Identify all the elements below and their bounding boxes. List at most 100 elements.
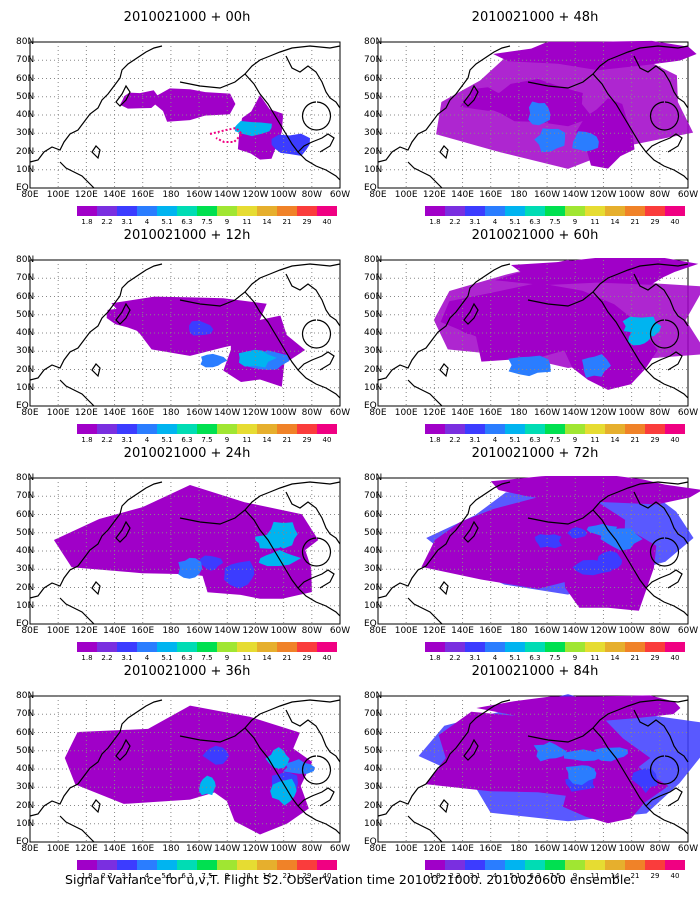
lon-tick-label: 140W: [214, 844, 241, 854]
field-core: [528, 101, 551, 126]
colorbar-label: 6.3: [181, 872, 193, 880]
colorbar-swatch: [565, 642, 585, 652]
colorbar: [77, 424, 337, 434]
lon-tick-label: 80W: [301, 408, 322, 418]
lon-tick-label: 180: [162, 190, 180, 200]
lon-tick-label: 160E: [479, 190, 503, 200]
field-core: [198, 555, 224, 571]
lon-tick-label: 160W: [534, 408, 561, 418]
lat-tick-label: 60N: [16, 509, 35, 520]
colorbar-label: 1.8: [81, 654, 93, 662]
colorbar-label: 2.2: [101, 218, 113, 226]
colorbar-label: 21: [630, 436, 640, 444]
lat-tick-label: 20N: [364, 800, 383, 811]
coastlines: [29, 45, 341, 189]
lat-tick-label: 20N: [364, 582, 383, 593]
lon-tick-label: 60W: [329, 844, 351, 854]
lat-tick-label: 10N: [364, 164, 383, 175]
panel-title: 2010021000 + 12h: [123, 228, 251, 243]
colorbar-swatch: [297, 424, 317, 434]
lat-tick-label: 80N: [16, 255, 35, 265]
lon-tick-label: 80W: [649, 844, 670, 854]
colorbar-label: 21: [630, 218, 640, 226]
field-core: [199, 775, 216, 796]
lon-tick-label: 140W: [214, 190, 241, 200]
lon-tick-label: 140W: [562, 190, 589, 200]
colorbar-label: 14: [262, 218, 272, 226]
lon-tick-label: 100E: [46, 626, 70, 636]
lat-tick-label: 70N: [364, 709, 383, 720]
lon-tick-label: 60W: [329, 190, 351, 200]
colorbar-swatch: [485, 424, 505, 434]
lon-tick-label: 100E: [46, 408, 70, 418]
colorbar-label: 11: [242, 436, 252, 444]
lon-tick-label: 60W: [677, 408, 699, 418]
colorbar-swatch: [217, 206, 237, 216]
colorbar-swatch: [445, 424, 465, 434]
colorbar-label: 21: [630, 872, 640, 880]
colorbar: [77, 860, 337, 870]
colorbar-swatch: [525, 206, 545, 216]
lon-tick-label: 120E: [422, 844, 446, 854]
colorbar-swatch: [157, 424, 177, 434]
colorbar-label: 9: [572, 218, 578, 226]
colorbar-swatch: [137, 860, 157, 870]
colorbar-label: 40: [322, 218, 332, 226]
lat-tick-label: 30N: [364, 128, 383, 139]
lat-tick-label: EQ: [16, 837, 29, 847]
coastlines: [377, 45, 689, 189]
panel-title: 2010021000 + 24h: [123, 446, 251, 461]
panel-title: 2010021000 + 36h: [123, 664, 251, 679]
lat-tick-label: 80N: [364, 37, 383, 47]
lat-tick-label: 40N: [16, 328, 35, 338]
map-panel: 2010021000 + 72h 80N 70N 60N 50N 40N 30N 20N 10N…: [364, 446, 700, 662]
field-core: [572, 559, 615, 576]
colorbar-swatch: [645, 424, 665, 434]
lat-tick-label: 40N: [16, 764, 35, 774]
lon-tick-label: 100W: [618, 626, 645, 636]
colorbar-label: 4: [144, 654, 150, 662]
lon-tick-label: 100W: [270, 844, 297, 854]
lon-tick-label: 140W: [214, 408, 241, 418]
lat-tick-label: 20N: [364, 364, 383, 375]
colorbar-label: 3.1: [121, 436, 133, 444]
field-contour: [94, 734, 186, 777]
map-grid: [30, 42, 340, 188]
lon-tick-label: 80W: [649, 190, 670, 200]
colorbar-swatch: [545, 206, 565, 216]
colorbar-swatch: [177, 860, 197, 870]
colorbar-labels: 1.8 2.2 3.1 4 5.1 6.3 7.5 9 11 14 21 29 40: [425, 218, 685, 228]
lat-tick-label: 40N: [364, 328, 383, 338]
lon-tick-label: 120E: [74, 626, 98, 636]
map-area: 80N 70N 60N 50N 40N 30N 20N 10N EQ 80E 100E 120E 140…: [16, 37, 352, 226]
colorbar-swatch: [157, 642, 177, 652]
lon-tick-label: 180: [162, 844, 180, 854]
colorbar-swatch: [425, 642, 445, 652]
map-svg: [29, 259, 341, 407]
colorbar-label: 11: [242, 218, 252, 226]
colorbar-swatch: [505, 206, 525, 216]
lon-tick-label: 160E: [131, 408, 155, 418]
lon-tick-label: 100E: [394, 408, 418, 418]
figure-caption: Signal Variance for u,v,T. Flight 52. Ob…: [65, 872, 635, 887]
lon-tick-label: 100W: [618, 844, 645, 854]
lat-tick-label: 80N: [364, 473, 383, 483]
colorbar-swatch: [77, 860, 97, 870]
colorbar-swatch: [425, 860, 445, 870]
colorbar-label: 2.2: [449, 436, 461, 444]
colorbar-swatch: [445, 860, 465, 870]
colorbar: [425, 424, 685, 434]
lat-tick-label: 30N: [364, 564, 383, 575]
colorbar-swatch: [505, 642, 525, 652]
colorbar-swatch: [257, 642, 277, 652]
colorbar-swatch: [217, 860, 237, 870]
lat-tick-label: 80N: [16, 691, 35, 701]
colorbar-label: 4: [144, 218, 150, 226]
colorbar-swatch: [485, 860, 505, 870]
colorbar-label: 2.2: [449, 872, 461, 880]
colorbar-swatch: [465, 424, 485, 434]
lat-tick-label: 80N: [364, 255, 383, 265]
map-panel: 2010021000 + 36h 80N 70N 60N 50N 40N 30N 20N 10N…: [16, 664, 352, 880]
colorbar-label: 9: [224, 654, 230, 662]
colorbar-label: 7.5: [201, 436, 213, 444]
